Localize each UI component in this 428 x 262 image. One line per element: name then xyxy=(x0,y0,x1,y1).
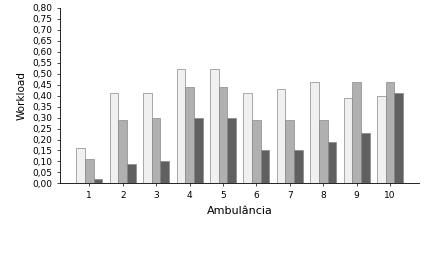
Bar xyxy=(227,118,236,183)
Bar xyxy=(377,96,386,183)
Bar xyxy=(277,89,285,183)
Bar xyxy=(352,83,361,183)
Bar xyxy=(76,148,85,183)
Bar xyxy=(361,133,370,183)
Bar xyxy=(219,87,227,183)
Bar xyxy=(210,69,219,183)
Bar xyxy=(110,94,119,183)
Bar xyxy=(344,98,352,183)
Y-axis label: Workload: Workload xyxy=(17,71,27,120)
Bar xyxy=(143,94,152,183)
Bar xyxy=(310,83,319,183)
Bar xyxy=(152,118,160,183)
Bar xyxy=(319,120,327,183)
Bar xyxy=(327,142,336,183)
Bar xyxy=(294,150,303,183)
Bar xyxy=(85,159,94,183)
Bar xyxy=(386,83,395,183)
Bar xyxy=(395,94,403,183)
Bar xyxy=(244,94,252,183)
Bar xyxy=(176,69,185,183)
X-axis label: Ambulância: Ambulância xyxy=(207,206,273,216)
Bar xyxy=(94,179,102,183)
Bar xyxy=(160,161,169,183)
Bar xyxy=(119,120,127,183)
Bar xyxy=(252,120,261,183)
Bar xyxy=(194,118,202,183)
Bar xyxy=(261,150,269,183)
Bar xyxy=(127,164,136,183)
Bar xyxy=(185,87,194,183)
Bar xyxy=(285,120,294,183)
